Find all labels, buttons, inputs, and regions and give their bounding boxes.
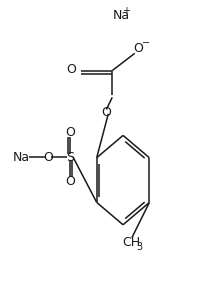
Text: O: O (101, 106, 111, 119)
Text: +: + (122, 6, 131, 16)
Text: Na: Na (112, 9, 129, 22)
Text: O: O (66, 63, 76, 77)
Text: O: O (133, 42, 143, 56)
Text: Na: Na (13, 150, 30, 164)
Text: 3: 3 (136, 242, 142, 252)
Text: O: O (65, 126, 75, 139)
Text: O: O (65, 175, 75, 188)
Text: S: S (66, 150, 74, 164)
Text: CH: CH (122, 236, 140, 249)
Text: O: O (44, 150, 53, 164)
Text: −: − (142, 38, 150, 48)
